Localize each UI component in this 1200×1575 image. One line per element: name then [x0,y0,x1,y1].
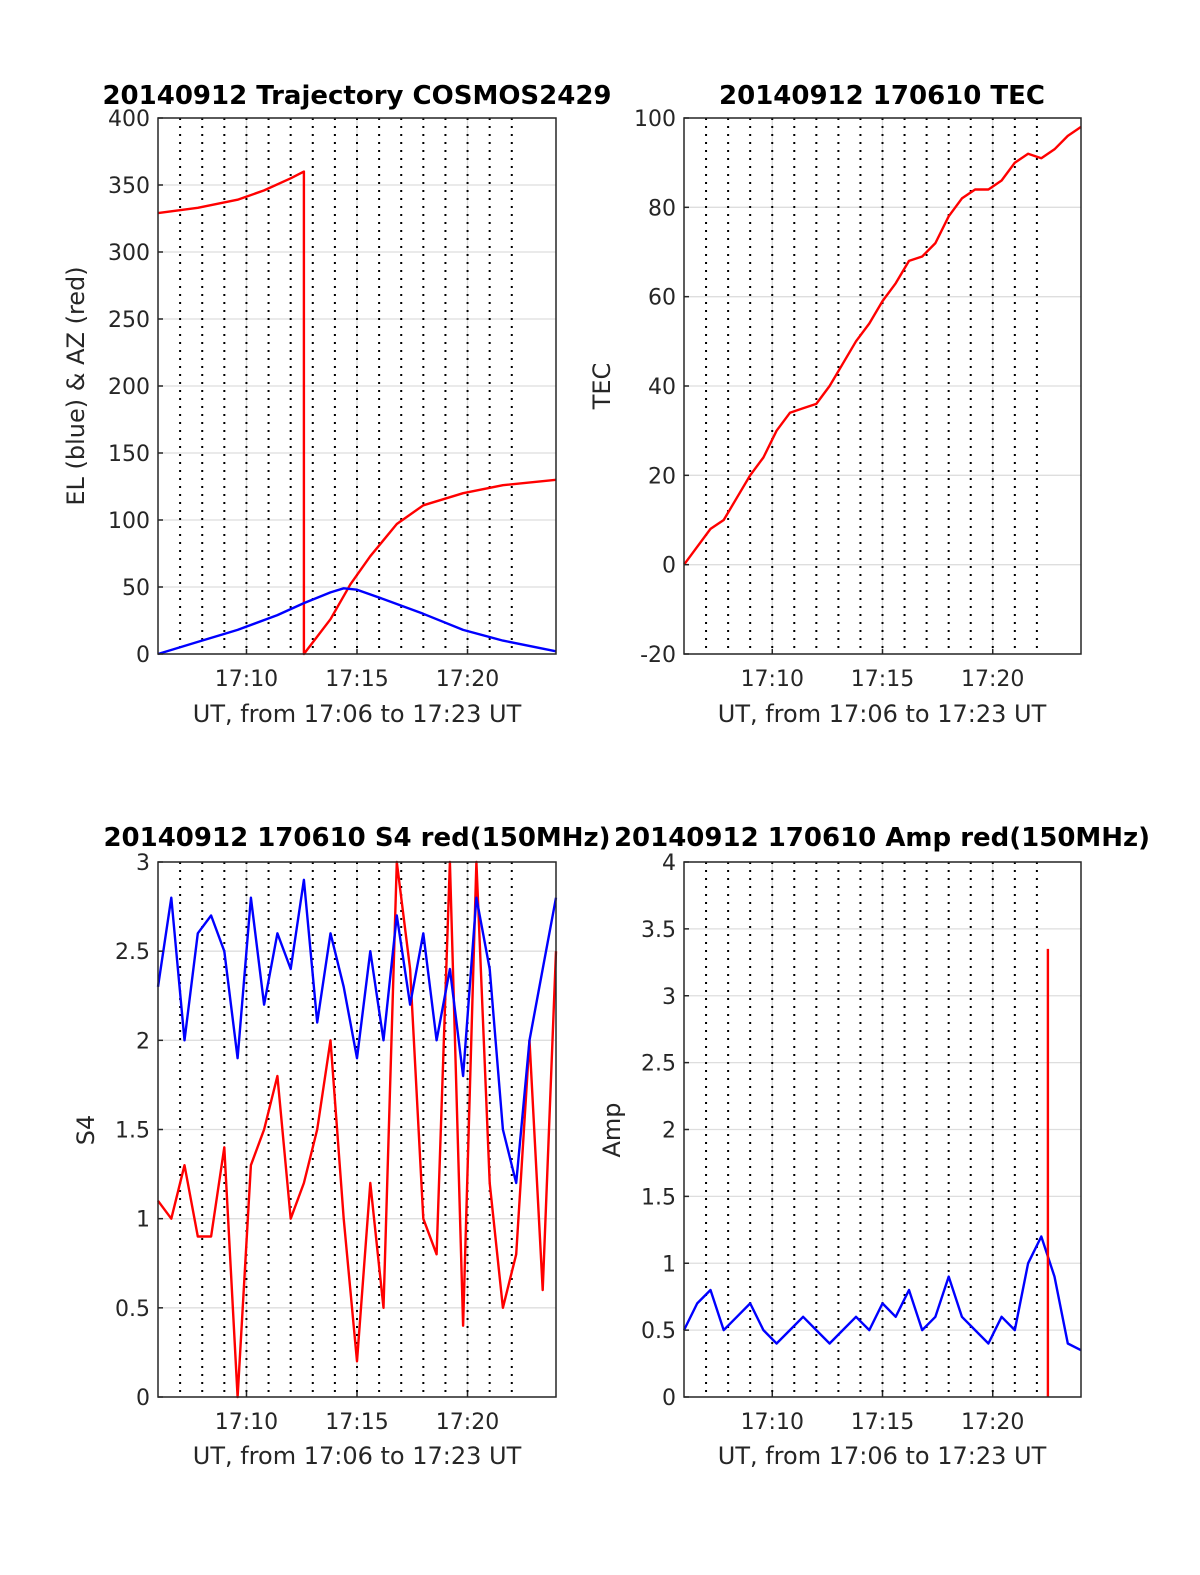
s4-ytick-label-2: 1 [136,1208,150,1233]
amp-x-label: UT, from 17:06 to 17:23 UT [718,1442,1047,1470]
s4-series-red-line [157,860,558,1399]
amp-title: 20140912 170610 Amp red(150MHz) [614,823,1150,853]
tec-ytick-label-3: 40 [648,375,676,400]
tec-y-label: TEC [588,363,616,411]
s4-xtick-label-1: 17:15 [325,1410,388,1435]
amp-ytick-label-7: 3.5 [641,918,676,943]
trajectory-xtick-label-0: 17:10 [215,667,278,692]
trajectory-ytick-label-8: 400 [108,107,150,132]
tec-title: 20140912 170610 TEC [719,81,1045,111]
trajectory-ytick-label-3: 150 [108,442,150,467]
amp-xtick-label-1: 17:15 [851,1410,914,1435]
s4-xtick-label-0: 17:10 [215,1410,278,1435]
trajectory-x-label: UT, from 17:06 to 17:23 UT [193,700,522,728]
tec-x-label: UT, from 17:06 to 17:23 UT [718,700,1047,728]
tec-ytick-label-0: -20 [640,643,676,668]
s4-x-label: UT, from 17:06 to 17:23 UT [193,1442,522,1470]
tec-ytick-label-5: 80 [648,196,676,221]
tec-xtick-label-0: 17:10 [741,667,804,692]
trajectory-ytick-label-0: 0 [136,643,150,668]
amp-ytick-label-6: 3 [662,985,676,1010]
trajectory-ytick-label-7: 350 [108,174,150,199]
s4-ytick-label-6: 3 [136,851,150,876]
trajectory-ytick-label-2: 100 [108,509,150,534]
trajectory-xtick-label-2: 17:20 [436,667,499,692]
s4-ytick-label-0: 0 [136,1386,150,1411]
amp-ytick-label-4: 2 [662,1119,676,1144]
tec-ytick-label-1: 0 [662,554,676,579]
s4-ytick-label-5: 2.5 [115,940,150,965]
s4-ytick-label-1: 0.5 [115,1297,150,1322]
tec-ytick-label-4: 60 [648,286,676,311]
trajectory-chart: 20140912 Trajectory COSMOS2429 UT, from … [62,81,612,728]
amp-ytick-label-8: 4 [662,851,676,876]
amp-ytick-label-3: 1.5 [641,1185,676,1210]
s4-y-label: S4 [72,1115,100,1146]
trajectory-ytick-label-4: 200 [108,375,150,400]
tec-xtick-label-1: 17:15 [851,667,914,692]
s4-ytick-label-3: 1.5 [115,1119,150,1144]
tec-ytick-label-6: 100 [634,107,676,132]
trajectory-ytick-label-6: 300 [108,241,150,266]
amp-ytick-label-5: 2.5 [641,1052,676,1077]
tec-chart: 20140912 170610 TEC UT, from 17:06 to 17… [588,81,1082,728]
amp-ytick-label-2: 1 [662,1252,676,1277]
s4-title: 20140912 170610 S4 red(150MHz) [103,823,610,853]
trajectory-ytick-label-5: 250 [108,308,150,333]
trajectory-title: 20140912 Trajectory COSMOS2429 [102,81,611,111]
trajectory-ytick-label-1: 50 [122,576,150,601]
amp-series-blue-line [682,1235,1082,1352]
trajectory-xtick-label-1: 17:15 [325,667,388,692]
s4-chart: 20140912 170610 S4 red(150MHz) UT, from … [72,823,611,1470]
amp-ytick-label-0: 0 [662,1386,676,1411]
amp-xtick-label-0: 17:10 [741,1410,804,1435]
tec-series-red-line [683,125,1082,566]
tec-xtick-label-2: 17:20 [961,667,1024,692]
tec-ytick-label-2: 20 [648,464,676,489]
amp-ytick-label-1: 0.5 [641,1319,676,1344]
s4-xtick-label-2: 17:20 [436,1410,499,1435]
s4-series-blue-line [156,878,558,1185]
trajectory-series-blue-line [157,587,557,656]
amp-xtick-label-2: 17:20 [961,1410,1024,1435]
amp-chart: 20140912 170610 Amp red(150MHz) UT, from… [598,823,1150,1470]
trajectory-series-red-line [157,170,557,656]
amp-y-label: Amp [598,1102,626,1157]
s4-ytick-label-4: 2 [136,1029,150,1054]
trajectory-y-label: EL (blue) & AZ (red) [62,266,90,505]
